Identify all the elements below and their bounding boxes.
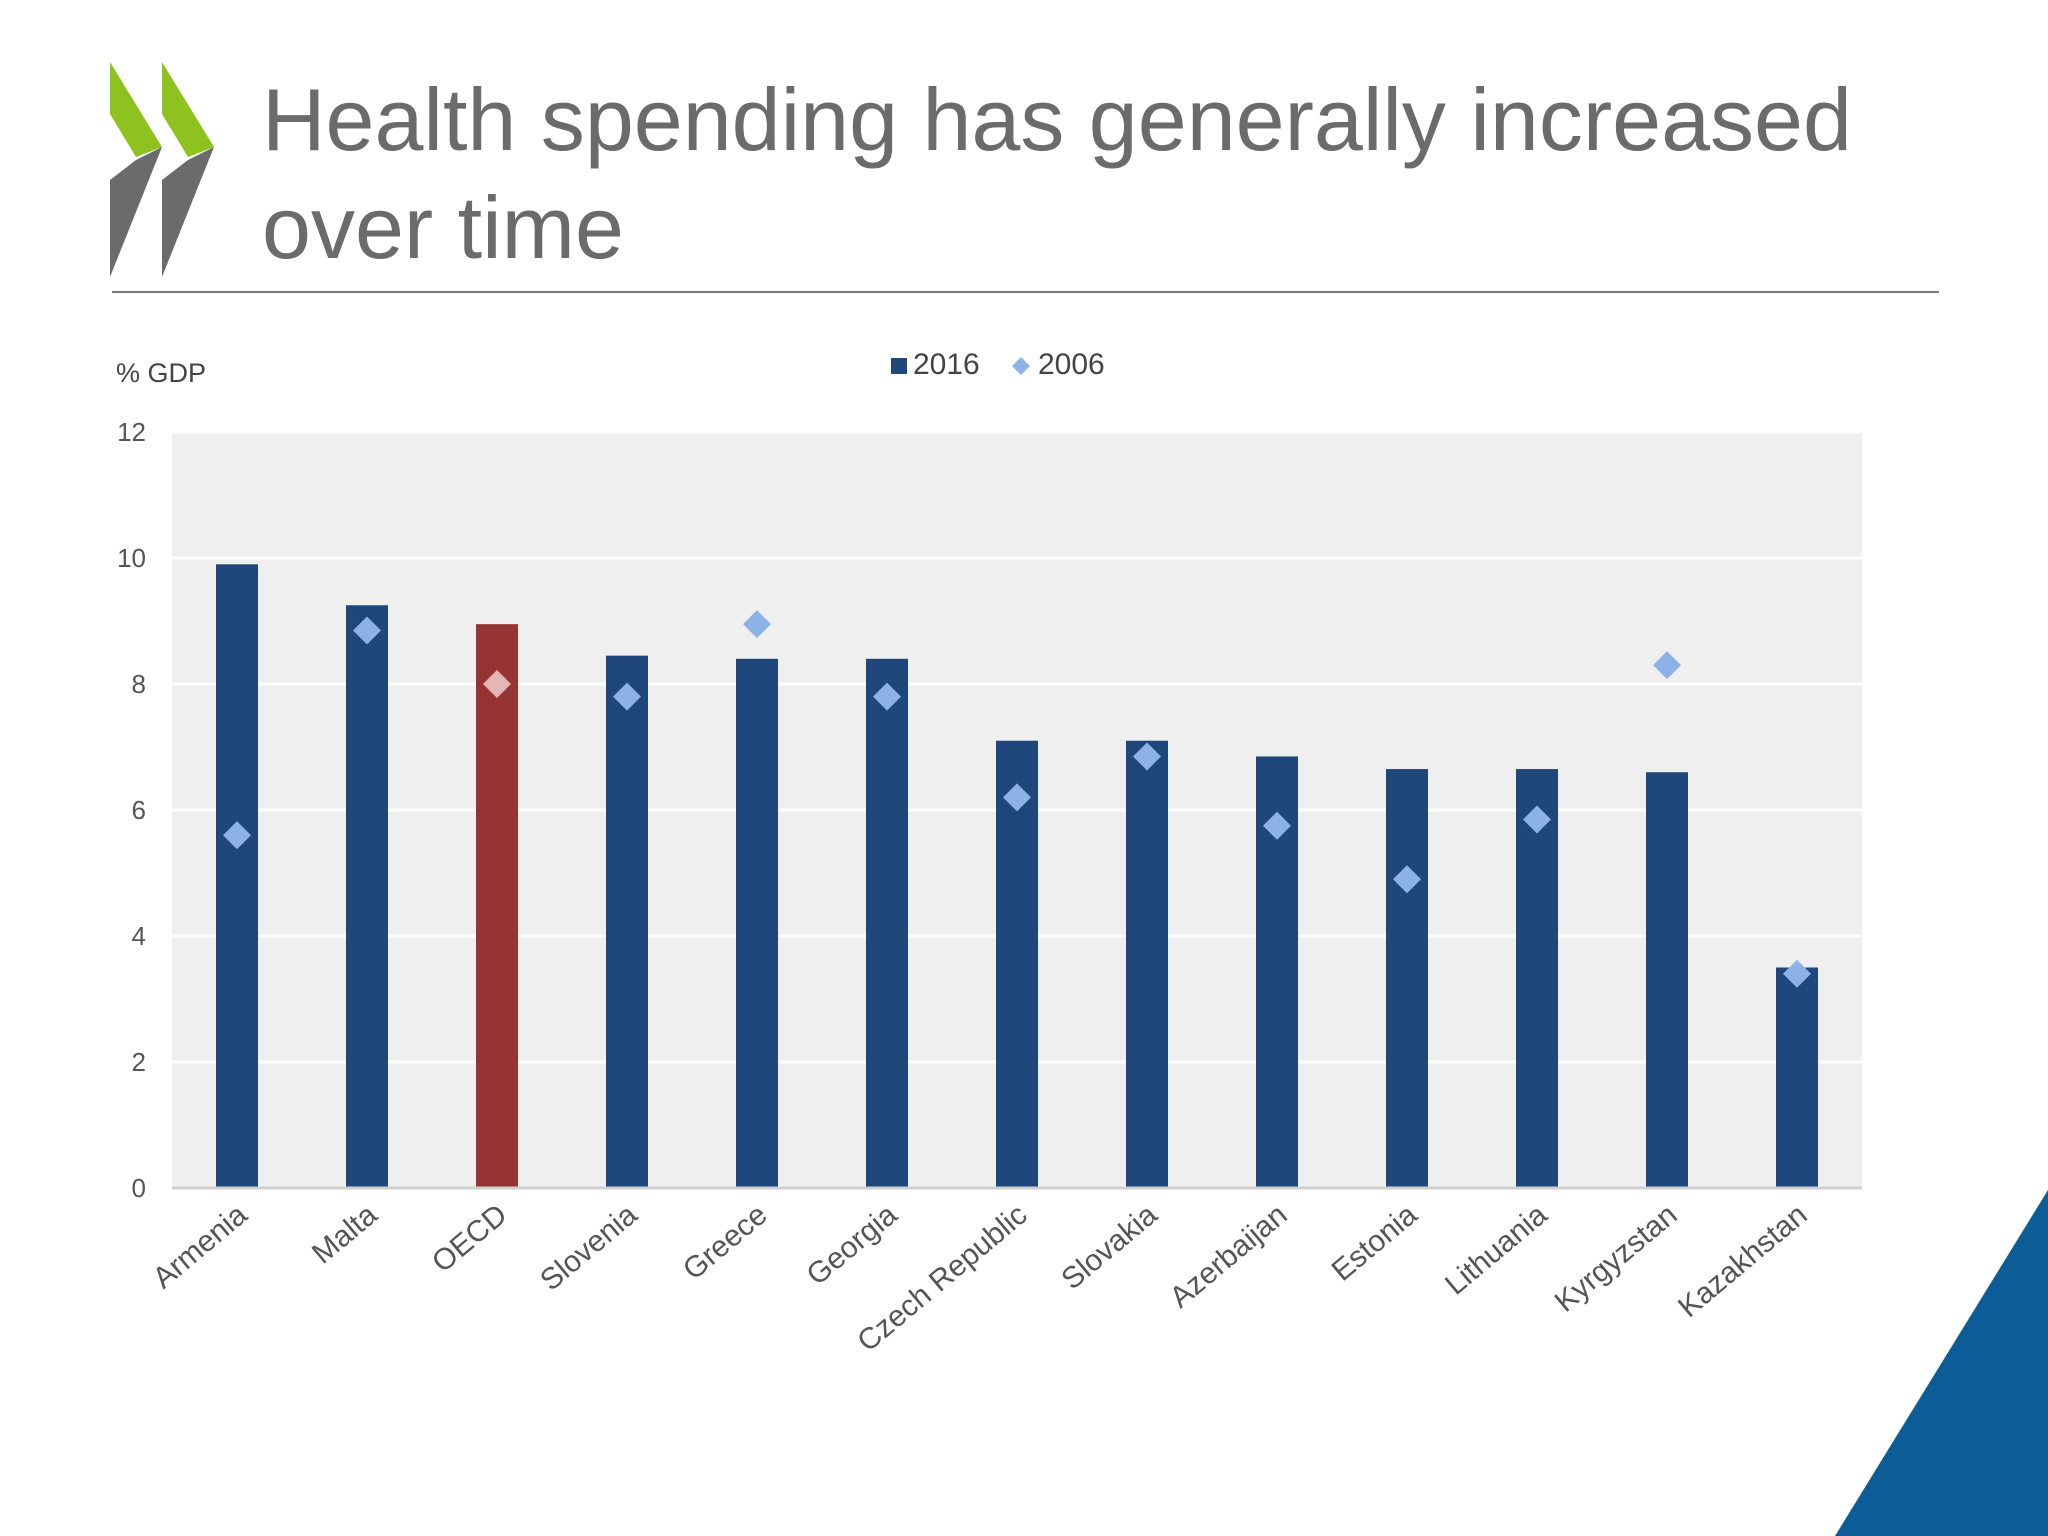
y-tick-label: 2 — [132, 1047, 146, 1077]
marker-2006-estonia — [1393, 865, 1421, 894]
bar-2016-greece — [736, 658, 778, 1188]
marker-2006-kazakhstan — [1783, 959, 1811, 988]
legend-label-2016: 2016 — [913, 348, 980, 381]
y-tick-label: 12 — [117, 417, 146, 447]
legend: 2016 2006 — [891, 348, 1105, 381]
bar-2016-kazakhstan — [1776, 967, 1818, 1188]
y-tick-label: 0 — [132, 1173, 146, 1203]
x-tick-label: Malta — [306, 1198, 384, 1271]
bar-2016-oecd — [476, 624, 518, 1188]
markers-2006 — [223, 610, 1811, 988]
x-tick-label: OECD — [426, 1198, 514, 1279]
marker-2006-slovakia — [1133, 742, 1161, 771]
bar-2016-lithuania — [1516, 769, 1558, 1188]
marker-2006-oecd — [483, 670, 511, 698]
marker-2006-greece — [743, 610, 771, 639]
slide-title: Health spending has generally increased … — [262, 70, 1852, 277]
marker-2006-kyrgyzstan — [1653, 651, 1681, 680]
x-tick-label: Armenia — [147, 1198, 254, 1295]
bar-2016-georgia — [866, 658, 908, 1188]
y-tick-label: 10 — [117, 543, 146, 573]
marker-2006-czech-republic — [1003, 783, 1031, 812]
x-tick-label: Kyrgyzstan — [1549, 1198, 1684, 1319]
title-divider — [112, 291, 1939, 293]
legend-label-2006: 2006 — [1038, 348, 1105, 381]
x-tick-label: Slovenia — [534, 1198, 644, 1297]
x-axis-ticks: Armenia Malta OECD Slovenia Greece GeorgiaCze… — [147, 1198, 1814, 1359]
y-tick-label: 6 — [132, 795, 146, 825]
y-axis-ticks: 0 2 4 6 8 10 12 — [117, 417, 146, 1203]
x-tick-label: Lithuania — [1439, 1198, 1554, 1302]
x-tick-label: Georgia — [801, 1198, 904, 1292]
oecd-logo-icon — [110, 62, 214, 277]
bar-2016-czech-republic — [996, 740, 1038, 1188]
x-tick-label: Estonia — [1326, 1198, 1424, 1288]
y-axis-label: % GDP — [116, 358, 206, 388]
legend-swatch-2016 — [891, 358, 907, 374]
bar-2016-kyrgyzstan — [1646, 772, 1688, 1188]
health-spending-chart: 0 2 4 6 8 10 12 % GDP Armenia Malta OECD Slovenia… — [116, 348, 1862, 1359]
legend-swatch-2006 — [1012, 357, 1030, 375]
x-tick-label: Greece — [677, 1198, 774, 1287]
marker-2006-armenia — [223, 821, 251, 850]
bar-2016-slovakia — [1126, 740, 1168, 1188]
marker-2006-azerbaijan — [1263, 811, 1291, 840]
marker-2006-slovenia — [613, 682, 641, 711]
marker-2006-georgia — [873, 682, 901, 711]
bar-2016-malta — [346, 605, 388, 1188]
marker-2006-malta — [353, 616, 381, 645]
bars-2016 — [216, 564, 1818, 1188]
marker-2006-lithuania — [1523, 805, 1551, 834]
x-tick-label: Azerbaijan — [1164, 1198, 1294, 1314]
y-tick-label: 4 — [132, 921, 146, 951]
y-tick-label: 8 — [132, 669, 146, 699]
bar-2016-estonia — [1386, 769, 1428, 1188]
bar-2016-slovenia — [606, 655, 648, 1188]
x-tick-label: Slovakia — [1055, 1198, 1163, 1296]
bar-2016-armenia — [216, 564, 258, 1188]
x-tick-label: Kazakhstan — [1672, 1198, 1813, 1324]
